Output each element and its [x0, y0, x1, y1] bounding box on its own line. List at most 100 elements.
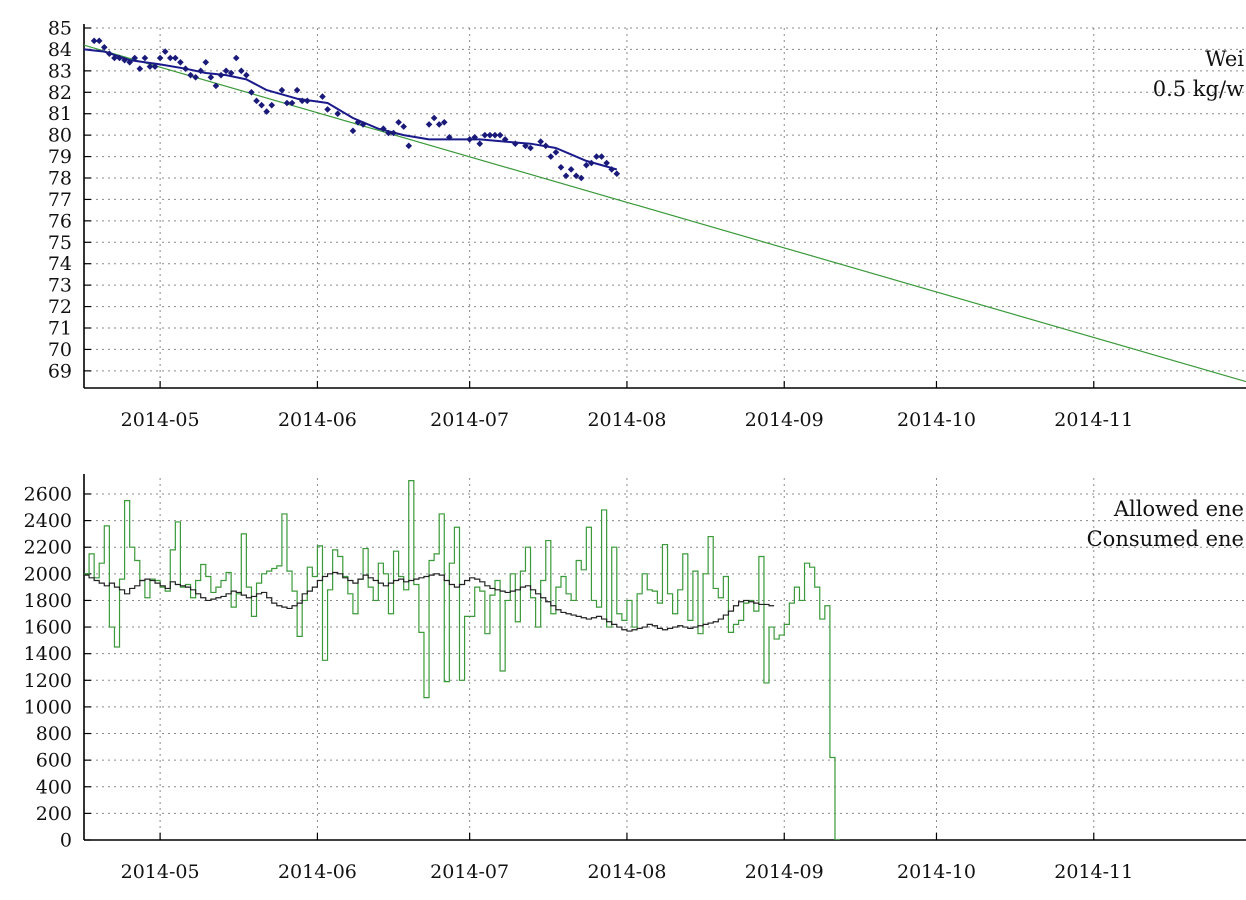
weight-point: [161, 48, 169, 55]
allowed-energy-line: [84, 571, 775, 632]
weight-point: [425, 121, 433, 128]
weight-point: [608, 166, 616, 173]
energy-y-tick-label: 1000: [24, 696, 72, 718]
weight-point: [192, 73, 199, 81]
weight-point: [588, 159, 595, 167]
weight-point: [232, 54, 240, 62]
weight-point: [207, 73, 215, 81]
weight-point: [100, 43, 108, 51]
weight-point: [542, 142, 550, 150]
consumed-energy-line: [84, 480, 841, 840]
energy-y-tick-label: 2600: [24, 483, 72, 505]
weight-point: [527, 144, 534, 152]
weight-smooth-line: [84, 48, 618, 171]
weight-point: [385, 129, 392, 137]
weight-point: [263, 108, 270, 115]
weight-y-tick-label: 82: [48, 82, 72, 104]
weight-point: [172, 54, 179, 62]
weight-point: [121, 56, 128, 64]
weight-x-tick-label: 2014-09: [745, 409, 824, 431]
weight-point: [512, 140, 519, 148]
weight-point: [111, 54, 118, 62]
weight-point: [131, 54, 139, 62]
weight-y-tick-label: 81: [48, 103, 72, 125]
weight-point: [227, 69, 235, 77]
weight-point: [136, 65, 144, 73]
weight-point: [146, 63, 154, 70]
weight-point: [116, 54, 123, 62]
weight-point: [547, 153, 555, 160]
weight-point: [552, 148, 560, 156]
weight-point: [567, 166, 575, 173]
weight-point: [288, 99, 296, 107]
weight-point: [177, 58, 184, 66]
weight-point: [593, 153, 600, 160]
weight-point: [258, 101, 265, 109]
energy-legend-entry: Consumed ene: [1087, 527, 1244, 551]
energy-y-tick-label: 400: [36, 776, 72, 798]
weight-legend-entry: 0.5 kg/w: [1153, 77, 1244, 101]
weight-point: [496, 131, 504, 139]
weight-point: [95, 37, 103, 45]
weight-trend-line: [84, 44, 1246, 383]
weight-point: [238, 67, 245, 75]
energy-y-tick-label: 200: [36, 803, 72, 825]
weight-point: [583, 161, 590, 169]
weight-x-tick-label: 2014-10: [897, 409, 976, 431]
energy-y-tick-label: 2000: [24, 563, 72, 585]
weight-x-tick-label: 2014-08: [587, 409, 666, 431]
weight-point: [222, 67, 230, 75]
weight-point: [603, 159, 610, 167]
weight-point: [293, 86, 301, 94]
weight-y-tick-label: 69: [48, 360, 72, 382]
weight-point: [217, 71, 225, 79]
energy-x-tick-label: 2014-10: [897, 861, 976, 883]
weight-point: [283, 99, 291, 107]
weight-point: [243, 71, 250, 79]
weight-y-tick-label: 78: [48, 168, 72, 190]
weight-x-tick-label: 2014-11: [1054, 409, 1133, 431]
weight-point: [334, 110, 342, 118]
weight-y-tick-label: 73: [48, 275, 72, 297]
weight-point: [303, 97, 311, 105]
weight-point: [90, 37, 98, 45]
weight-y-tick-label: 76: [48, 210, 72, 232]
weight-point: [278, 86, 286, 94]
weight-point: [197, 67, 205, 75]
weight-point: [182, 65, 189, 73]
weight-point: [324, 106, 331, 113]
weight-x-tick-label: 2014-07: [430, 409, 509, 431]
energy-y-tick-label: 800: [36, 723, 72, 745]
weight-y-tick-label: 84: [48, 39, 72, 61]
weight-point: [613, 170, 621, 178]
energy-plot-area: [84, 480, 841, 840]
weight-point: [298, 97, 306, 105]
weight-y-tick-label: 77: [48, 189, 72, 211]
weight-plot-area: [84, 37, 1246, 383]
weight-y-tick-label: 80: [48, 125, 72, 147]
energy-y-tick-label: 1400: [24, 643, 72, 665]
energy-y-tick-label: 0: [60, 830, 72, 852]
weight-point: [359, 121, 367, 128]
weight-point: [156, 54, 164, 62]
weight-point: [187, 71, 194, 79]
weight-point: [471, 133, 479, 141]
weight-point: [562, 172, 570, 180]
weight-point: [466, 136, 473, 143]
weight-point: [435, 121, 443, 128]
weight-point: [501, 136, 509, 143]
weight-x-tick-label: 2014-05: [121, 409, 200, 431]
weight-x-tick-label: 2014-06: [278, 409, 357, 431]
weight-legend-entry: Wei: [1205, 47, 1244, 71]
weight-point: [141, 54, 149, 62]
weight-point: [349, 127, 357, 135]
weight-point: [395, 118, 402, 126]
weight-point: [537, 138, 544, 145]
weight-point: [380, 125, 387, 133]
weight-point: [202, 58, 210, 66]
weight-point: [319, 93, 326, 100]
weight-point: [405, 142, 413, 150]
weight-point: [577, 174, 585, 182]
